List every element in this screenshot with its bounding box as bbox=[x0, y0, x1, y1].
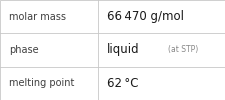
Text: phase: phase bbox=[9, 45, 38, 55]
Text: 66 470 g/mol: 66 470 g/mol bbox=[107, 10, 184, 23]
Text: molar mass: molar mass bbox=[9, 12, 66, 22]
Text: 62 °C: 62 °C bbox=[107, 77, 138, 90]
Text: liquid: liquid bbox=[107, 44, 139, 56]
Text: (at STP): (at STP) bbox=[168, 46, 198, 54]
Text: melting point: melting point bbox=[9, 78, 74, 88]
